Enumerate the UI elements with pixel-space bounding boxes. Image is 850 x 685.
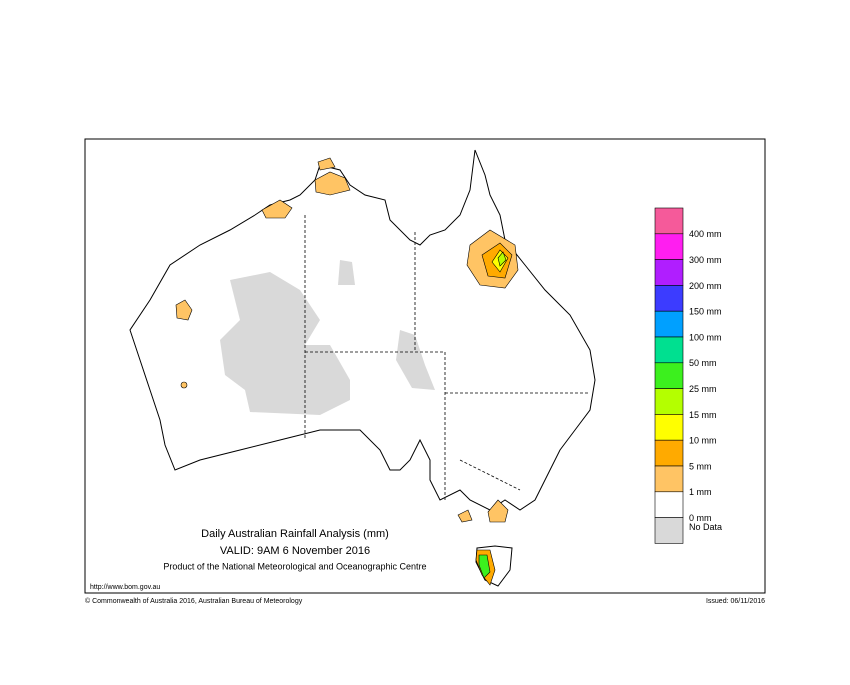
rain-area [497,251,507,267]
legend-swatch [654,414,684,441]
legend-label: 300 mm [689,255,722,265]
state-borders [304,215,590,500]
legend-swatch [654,233,684,260]
legend-label: 50 mm [689,358,717,368]
legend-swatch [654,336,684,364]
legend-swatch [654,465,684,493]
issued-date: Issued: 06/11/2016 [706,598,765,605]
url: http://www.bom.gov.au [90,584,160,591]
legend-label: No Data [689,522,722,532]
legend-label: 0 mm [689,513,712,523]
legend-label: 100 mm [689,332,722,342]
legend-swatch [654,439,684,467]
australia [129,149,596,587]
legend-swatch [654,362,684,389]
rain-area [317,157,336,171]
legend-swatch [654,517,684,544]
legend-label: 15 mm [689,410,717,420]
legend: 400 mm 300 mm 200 mm 150 mm 100 mm 50 mm 25 mm… [654,207,722,544]
legend-swatch [654,259,684,286]
legend-label: 25 mm [689,384,717,394]
legend-swatch [654,207,684,235]
legend-swatch [654,491,684,518]
legend-label: 1 mm [689,487,712,497]
rain-area [261,199,293,219]
legend-swatch [654,285,684,312]
legend-label: 5 mm [689,461,712,471]
rain-area [314,171,351,196]
legend-label: 200 mm [689,281,722,291]
legend-label: 10 mm [689,436,717,446]
copyright: © Commonwealth of Australia 2016, Austra… [85,597,303,605]
rain-area [457,509,473,523]
no-data-area [220,272,350,415]
valid-time: VALID: 9AM 6 November 2016 [220,545,370,557]
no-data-area [396,330,435,390]
legend-label: 400 mm [689,229,722,239]
no-data-area [338,260,355,285]
rain-area [478,554,491,579]
legend-swatch [654,310,684,338]
legend-swatch [654,388,684,415]
rain-area [487,499,509,523]
legend-label: 150 mm [689,307,722,317]
product-note: Product of the National Meteorological a… [163,561,426,571]
map-title: Daily Australian Rainfall Analysis (mm) [201,528,389,540]
rain-area [175,299,193,321]
rain-area [180,381,188,389]
